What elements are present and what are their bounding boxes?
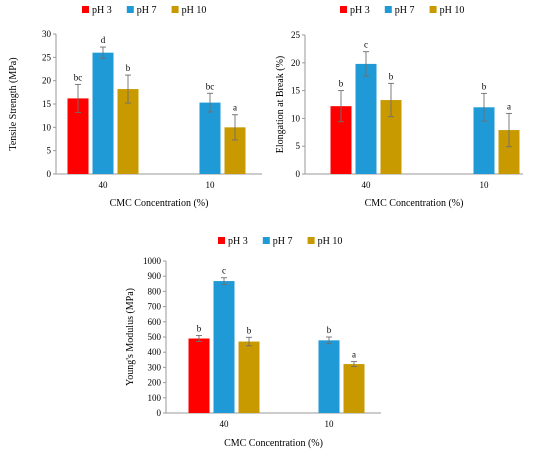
significance-label: b	[389, 71, 394, 81]
y-tick-label: 800	[148, 286, 162, 296]
tensile-strength-chart: 0 5 10 15 20 25 30 40 10 CMC Concentration (%) Ten…	[8, 5, 262, 209]
y-axis-title: Elongation at Break (%)	[275, 56, 286, 153]
legend-label: pH 7	[395, 5, 415, 16]
legend-swatch	[82, 6, 89, 13]
y-tick-label: 900	[148, 271, 162, 281]
legend-label: pH 10	[182, 5, 207, 16]
bar	[67, 98, 89, 174]
legend-swatch	[171, 6, 179, 13]
significance-label: c	[222, 266, 226, 276]
y-tick-label: 200	[148, 378, 162, 388]
x-tick-label: 10	[480, 180, 490, 190]
y-tick-label: 300	[148, 362, 162, 372]
y-tick-label: 25	[291, 30, 301, 40]
y-tick-label: 5	[296, 141, 301, 151]
bar	[330, 106, 352, 174]
bar	[380, 100, 402, 174]
bar	[355, 63, 377, 174]
y-axis-title: Tensile Strength (MPa)	[8, 57, 19, 150]
bar	[498, 130, 520, 174]
significance-label: bc	[206, 81, 215, 91]
x-tick-label: 10	[325, 419, 335, 429]
significance-label: c	[364, 40, 368, 50]
bar	[188, 338, 210, 413]
y-tick-label: 100	[148, 393, 162, 403]
y-tick-label: 10	[42, 122, 52, 132]
significance-label: bc	[74, 72, 83, 82]
y-tick-label: 1000	[143, 256, 162, 266]
significance-label: b	[482, 81, 487, 91]
y-tick-label: 600	[148, 317, 162, 327]
significance-label: d	[101, 35, 106, 45]
bar	[92, 52, 114, 174]
elongation-at-break-chart: 0 5 10 15 20 25 40 10 CMC Concentration (%) Elong…	[275, 5, 523, 209]
y-tick-label: 500	[148, 332, 162, 342]
bar	[318, 340, 340, 413]
y-tick-label: 20	[42, 76, 52, 86]
y-tick-label: 400	[148, 347, 162, 357]
legend-label: pH 3	[92, 5, 112, 16]
x-tick-label: 40	[99, 180, 109, 190]
y-tick-label: 10	[291, 113, 301, 123]
bar	[343, 364, 365, 413]
y-tick-label: 0	[296, 169, 301, 179]
x-axis-title: CMC Concentration (%)	[365, 198, 464, 209]
significance-label: a	[233, 103, 237, 113]
legend-label: pH 3	[350, 5, 370, 16]
significance-label: b	[339, 79, 344, 89]
x-axis-title: CMC Concentration (%)	[224, 438, 323, 449]
y-axis-title: Young's Modulus (MPa)	[125, 288, 136, 386]
significance-label: b	[126, 63, 131, 73]
bar	[224, 127, 246, 174]
significance-label: b	[327, 325, 332, 335]
legend-label: pH 7	[137, 5, 157, 16]
legend-swatch	[218, 237, 225, 244]
legend-label: pH 10	[318, 236, 343, 247]
significance-label: a	[507, 101, 511, 111]
x-tick-label: 40	[362, 180, 372, 190]
y-tick-label: 25	[42, 52, 52, 62]
bar	[199, 102, 221, 174]
y-tick-label: 15	[291, 86, 301, 96]
y-tick-label: 5	[47, 146, 52, 156]
x-axis-title: CMC Concentration (%)	[110, 198, 209, 209]
legend-swatch	[126, 6, 134, 13]
legend-label: pH 3	[228, 236, 248, 247]
y-tick-label: 0	[47, 169, 52, 179]
legend-swatch	[384, 6, 392, 13]
youngs-modulus-chart: 0 100 200 300 400 500 600 700 800 900 1000 40 10CMC …	[125, 236, 381, 449]
bar	[238, 341, 260, 413]
legend-label: pH 10	[440, 5, 465, 16]
legend-swatch	[429, 6, 437, 13]
bar	[117, 89, 139, 174]
legend-swatch	[262, 237, 270, 244]
x-tick-label: 40	[220, 419, 230, 429]
y-tick-label: 30	[42, 29, 52, 39]
significance-label: b	[197, 323, 202, 333]
y-tick-label: 15	[42, 99, 52, 109]
legend-swatch	[340, 6, 347, 13]
y-tick-label: 700	[148, 302, 162, 312]
bar	[473, 107, 495, 174]
x-tick-label: 10	[206, 180, 216, 190]
bar	[213, 281, 235, 413]
significance-label: a	[352, 350, 356, 360]
y-tick-label: 20	[291, 58, 301, 68]
y-tick-label: 0	[157, 408, 162, 418]
legend-swatch	[307, 237, 315, 244]
legend-label: pH 7	[273, 236, 293, 247]
significance-label: b	[247, 325, 252, 335]
